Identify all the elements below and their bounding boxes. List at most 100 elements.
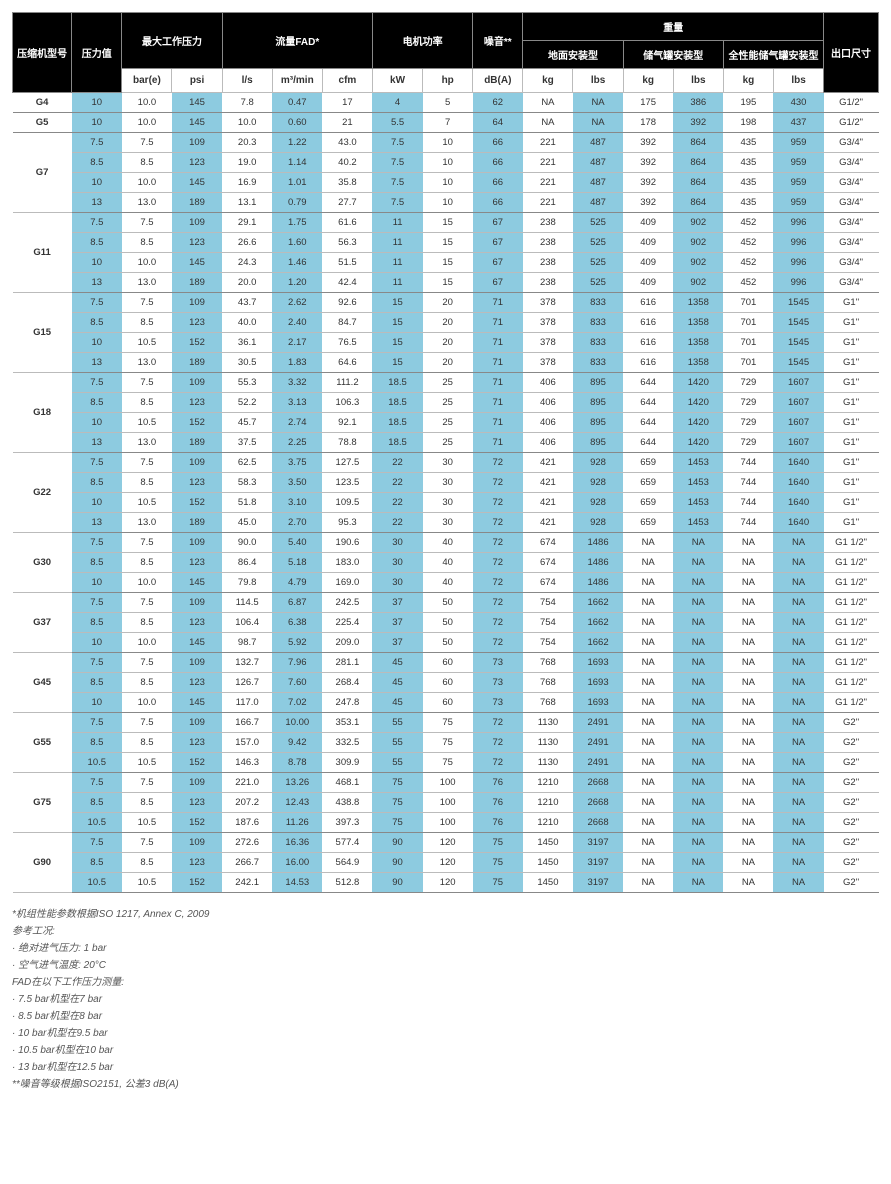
cell-model: G5 <box>13 113 72 133</box>
cell: 10 <box>423 173 473 193</box>
cell: NA <box>773 773 823 793</box>
cell: 13 <box>72 273 122 293</box>
cell: 10.5 <box>72 813 122 833</box>
cell: 10.5 <box>122 873 172 893</box>
cell: 8.5 <box>72 673 122 693</box>
cell: 22 <box>372 493 422 513</box>
cell: 207.2 <box>222 793 272 813</box>
cell: 10 <box>72 333 122 353</box>
cell: 72 <box>473 553 523 573</box>
cell: 123.5 <box>322 473 372 493</box>
cell: NA <box>723 853 773 873</box>
cell: 109 <box>172 653 222 673</box>
cell: 145 <box>172 113 222 133</box>
cell: 50 <box>423 593 473 613</box>
cell: 409 <box>623 273 673 293</box>
hdr-psi: psi <box>172 69 222 93</box>
cell: 50 <box>423 613 473 633</box>
cell: 8.5 <box>72 313 122 333</box>
cell: 3197 <box>573 853 623 873</box>
table-row: G457.57.5109132.77.96281.14560737681693N… <box>13 653 879 673</box>
cell: G2" <box>824 713 879 733</box>
footnote-line: 10 bar机型在9.5 bar <box>12 1026 879 1042</box>
cell: NA <box>623 713 673 733</box>
cell: 7.02 <box>272 693 322 713</box>
cell: NA <box>673 813 723 833</box>
cell: 100 <box>423 773 473 793</box>
cell: 66 <box>473 173 523 193</box>
spec-table: 压缩机型号 压力值 最大工作压力 流量FAD* 电机功率 噪音** 重量 出口尺… <box>12 12 879 893</box>
cell: 25 <box>423 393 473 413</box>
cell: 73 <box>473 673 523 693</box>
cell: NA <box>723 653 773 673</box>
cell: 7.5 <box>72 713 122 733</box>
cell: 238 <box>523 213 573 233</box>
cell: 1607 <box>773 373 823 393</box>
cell: G1 1/2" <box>824 633 879 653</box>
cell: 10.0 <box>122 573 172 593</box>
cell: 189 <box>172 193 222 213</box>
cell: 996 <box>773 253 823 273</box>
cell: NA <box>723 813 773 833</box>
hdr-w-floor: 地面安装型 <box>523 41 623 69</box>
table-row: 1313.018913.10.7927.77.51066221487392864… <box>13 193 879 213</box>
cell: 72 <box>473 473 523 493</box>
hdr-press-val: 压力值 <box>72 13 122 93</box>
cell: 40 <box>423 533 473 553</box>
cell: 8.5 <box>72 393 122 413</box>
cell: 67 <box>473 253 523 273</box>
cell: 7.5 <box>122 593 172 613</box>
cell: 123 <box>172 393 222 413</box>
cell: 90.0 <box>222 533 272 553</box>
cell: 10 <box>423 193 473 213</box>
table-row: 1313.018930.51.8364.61520713788336161358… <box>13 353 879 373</box>
cell: 744 <box>723 493 773 513</box>
cell: 90 <box>372 853 422 873</box>
cell: NA <box>723 553 773 573</box>
cell: 13.0 <box>122 353 172 373</box>
cell: 1545 <box>773 333 823 353</box>
cell: 51.8 <box>222 493 272 513</box>
table-row: G757.57.5109221.013.26468.17510076121026… <box>13 773 879 793</box>
cell: 2.25 <box>272 433 322 453</box>
cell: 45 <box>372 673 422 693</box>
cell: 11 <box>372 253 422 273</box>
cell: 71 <box>473 413 523 433</box>
cell: 895 <box>573 413 623 433</box>
cell: 18.5 <box>372 413 422 433</box>
cell: 98.7 <box>222 633 272 653</box>
cell: NA <box>623 833 673 853</box>
cell: 0.60 <box>272 113 322 133</box>
cell: 71 <box>473 293 523 313</box>
cell: 674 <box>523 533 573 553</box>
cell: NA <box>723 833 773 853</box>
cell: 8.5 <box>72 473 122 493</box>
cell: 1453 <box>673 493 723 513</box>
cell: 2.40 <box>272 313 322 333</box>
cell: NA <box>623 793 673 813</box>
cell: 10.0 <box>122 693 172 713</box>
cell: 1450 <box>523 833 573 853</box>
cell: 8.5 <box>122 153 172 173</box>
cell: 29.1 <box>222 213 272 233</box>
cell: 1662 <box>573 633 623 653</box>
cell: 67 <box>473 213 523 233</box>
cell: 10 <box>72 573 122 593</box>
cell: 2668 <box>573 773 623 793</box>
cell: 3.13 <box>272 393 322 413</box>
table-row: G187.57.510955.33.32111.218.525714068956… <box>13 373 879 393</box>
cell: 1693 <box>573 693 623 713</box>
cell: 120 <box>423 853 473 873</box>
cell: 616 <box>623 333 673 353</box>
cell: 5.92 <box>272 633 322 653</box>
cell: NA <box>673 653 723 673</box>
cell: 60 <box>423 693 473 713</box>
cell: 10 <box>72 633 122 653</box>
cell: 525 <box>573 253 623 273</box>
cell: 7.5 <box>72 453 122 473</box>
cell: 24.3 <box>222 253 272 273</box>
hdr-kw: kW <box>372 69 422 93</box>
cell: 10 <box>72 493 122 513</box>
hdr-flow: 流量FAD* <box>222 13 372 69</box>
cell: 123 <box>172 793 222 813</box>
